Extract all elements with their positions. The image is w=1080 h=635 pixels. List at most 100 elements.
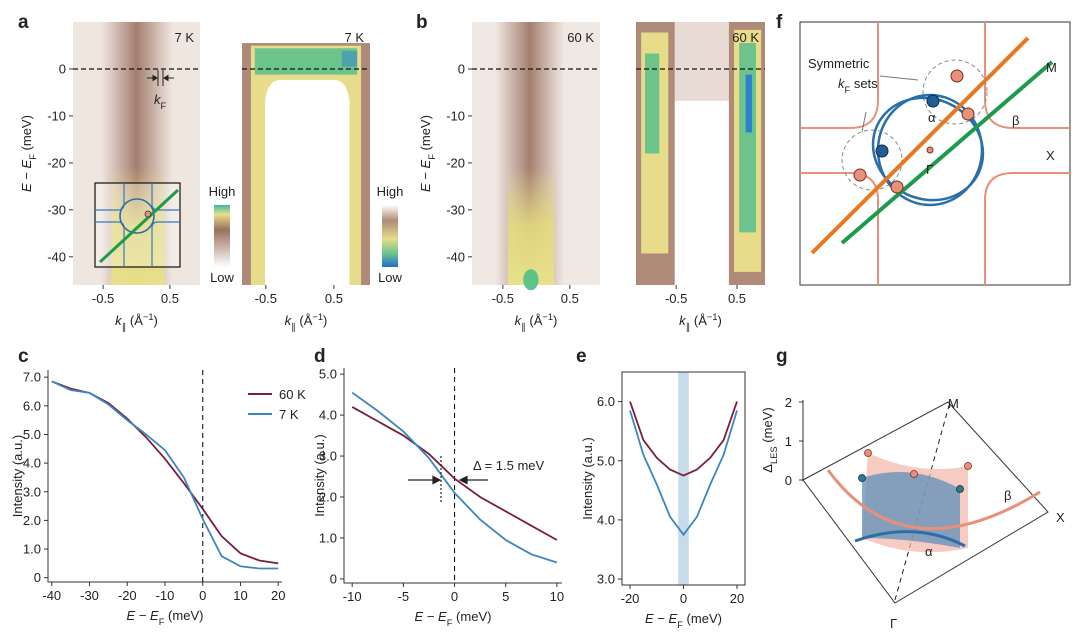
x-axis-label: E − EF (meV)	[415, 609, 492, 628]
text-part: −1	[707, 312, 718, 322]
text-part: (meV)	[452, 609, 491, 624]
y-tick-label: 4.0	[319, 408, 337, 423]
text-part: ∥	[686, 322, 691, 332]
annotation: Δ = 1.5 meV	[473, 458, 545, 473]
heatmap-image	[265, 79, 350, 285]
panel-label: a	[18, 12, 29, 33]
x-tick-label: -0.5	[92, 291, 114, 306]
series-line	[629, 410, 738, 537]
series-line	[351, 391, 558, 564]
text-part: )	[718, 313, 722, 328]
text-part: )	[553, 313, 557, 328]
text-part: k	[115, 313, 123, 328]
tick-label: 1	[785, 434, 792, 449]
text-part: Δ	[760, 464, 775, 473]
x-tick-label: 10	[233, 588, 247, 603]
heatmap-image	[745, 74, 753, 133]
heatmap-image	[739, 43, 756, 233]
y-tick-label: 6.0	[23, 398, 41, 413]
label-gamma: Γ	[926, 162, 933, 177]
y-tick-label: 3.0	[23, 484, 41, 499]
x-tick-label: -5	[398, 589, 410, 604]
kf-arrows	[147, 70, 174, 86]
label-m: M	[1046, 60, 1057, 75]
colorbar	[214, 205, 230, 267]
label-x: X	[1046, 148, 1055, 163]
x-axis-label: E − EF (meV)	[645, 611, 722, 630]
text-part: (Å	[690, 313, 707, 328]
axis-label: ΔLES (meV)	[760, 407, 779, 472]
y-tick-label: -40	[446, 249, 465, 264]
text-part: k	[515, 313, 523, 328]
text-part: (meV)	[164, 608, 203, 623]
label-beta: β	[1012, 113, 1019, 128]
x-tick-label: 0	[680, 591, 687, 606]
text-part: E	[150, 608, 159, 623]
label-beta: β	[1004, 488, 1011, 503]
y-tick-label: 1.0	[23, 542, 41, 557]
text-part: −	[423, 609, 438, 624]
colorbar-label: Low	[378, 270, 402, 285]
text-part: (meV)	[19, 115, 34, 154]
text-part: (meV)	[760, 407, 775, 446]
heatmap-image	[523, 269, 539, 291]
text-part: LES	[769, 446, 779, 464]
x-tick-label: -20	[621, 591, 640, 606]
x-tick-label: 0	[199, 588, 206, 603]
text-part: ∥	[521, 322, 526, 332]
text-part: −	[135, 608, 150, 623]
y-tick-label: -30	[47, 202, 66, 217]
y-tick-label: 4.0	[597, 512, 615, 527]
y-tick-label: 6.0	[597, 394, 615, 409]
x-tick-label: -20	[118, 588, 137, 603]
text-part: )	[323, 313, 327, 328]
y-tick-label: 0	[59, 61, 66, 76]
x-tick-label: -0.5	[255, 291, 277, 306]
text-part: k	[154, 92, 162, 107]
label-alpha: α	[925, 544, 933, 559]
y-axis-label: Intensity (a.u.)	[10, 435, 25, 517]
text-part: F	[161, 101, 167, 111]
x-tick-label: 0.5	[728, 291, 746, 306]
text-part: −1	[542, 312, 553, 322]
text-part: F	[427, 154, 437, 160]
y-tick-label: -10	[47, 108, 66, 123]
diagram-f: f M X β α Γ Symmetric kF sets	[776, 12, 1071, 286]
tick-label: 0	[785, 473, 792, 488]
x-tick-label: -10	[156, 588, 175, 603]
y-tick-label: 0	[458, 61, 465, 76]
text-part: E	[19, 159, 34, 168]
text-part: k	[838, 76, 846, 91]
series-line	[51, 380, 279, 570]
y-tick-label: 4.0	[23, 456, 41, 471]
x-tick-label: -40	[42, 588, 61, 603]
text-part: (Å	[126, 313, 143, 328]
text-part: Intensity (a.u.)	[10, 435, 25, 517]
x-tick-label: 0.5	[161, 291, 179, 306]
axes	[47, 370, 282, 583]
inset-fermi-surface	[94, 182, 181, 268]
x-tick-label: 20	[271, 588, 285, 603]
legend-label: 7 K	[279, 407, 299, 422]
x-tick-label: -0.5	[665, 291, 687, 306]
text-part: F	[845, 85, 851, 95]
text-part: (Å	[526, 313, 543, 328]
x-tick-label: 20	[730, 591, 744, 606]
text-part: sets	[850, 76, 878, 91]
text-part: )	[154, 313, 158, 328]
text-part: E	[415, 609, 424, 624]
panel-label: c	[18, 346, 29, 367]
panel-label: f	[776, 12, 783, 33]
heatmap-image	[341, 50, 358, 67]
text-part: −1	[143, 312, 154, 322]
y-tick-label: 3.0	[597, 572, 615, 587]
tick-label: 2	[785, 395, 792, 410]
text-part: E	[669, 611, 678, 626]
temperature-label: 60 K	[567, 30, 594, 45]
y-tick-label: -20	[47, 155, 66, 170]
y-tick-label: -30	[446, 202, 465, 217]
text-part: F	[159, 617, 165, 627]
text-part: E	[19, 183, 34, 192]
series-line	[351, 406, 558, 541]
